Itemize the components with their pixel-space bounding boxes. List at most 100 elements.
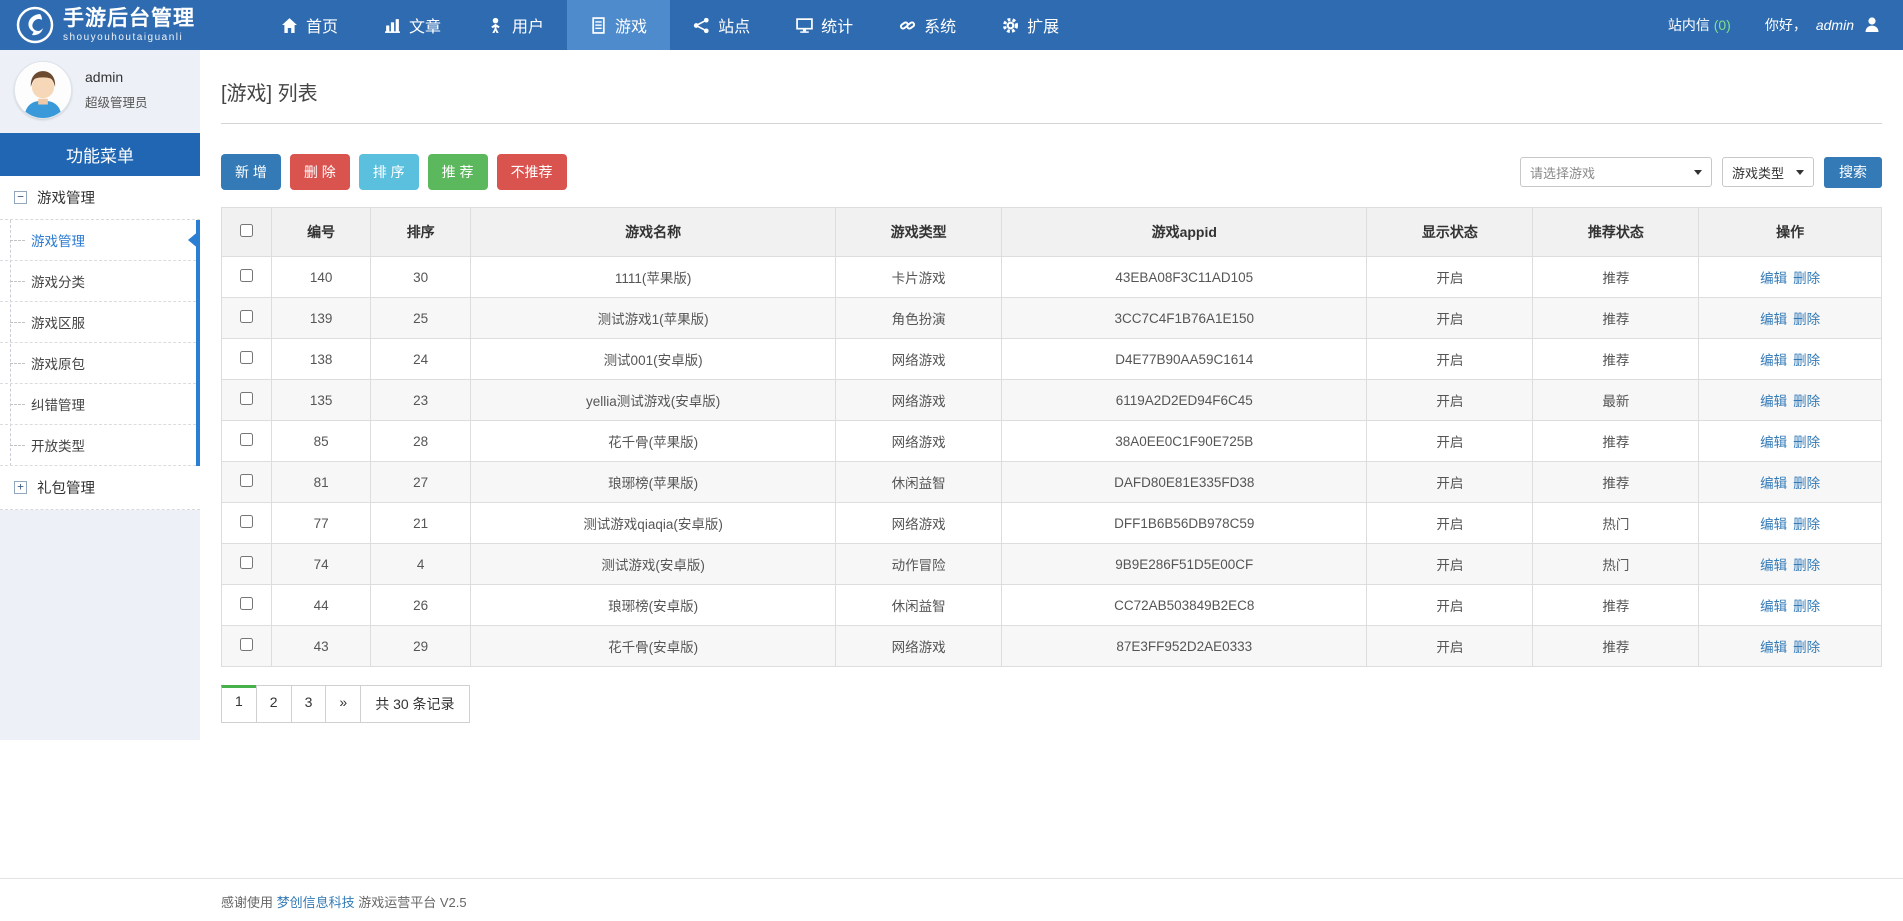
game-type-select[interactable]: 游戏类型 — [1722, 157, 1814, 187]
delete-link[interactable]: 删除 — [1793, 558, 1821, 573]
delete-link[interactable]: 删除 — [1793, 640, 1821, 655]
nav-label: 扩展 — [1027, 19, 1060, 36]
cell-type: 网络游戏 — [835, 502, 1003, 544]
search-button[interactable]: 搜索 — [1824, 156, 1882, 188]
row-checkbox[interactable] — [239, 392, 253, 405]
unrecommend-button[interactable]: 不推荐 — [496, 154, 567, 190]
nav-label: 系统 — [924, 19, 957, 36]
app-logo[interactable]: 手游后台管理 shouyouhoutaiguanli — [0, 0, 230, 50]
row-check-cell — [221, 297, 272, 339]
table-row: 77 21 测试游戏qiaqia(安卓版) 网络游戏 DFF1B6B56DB97… — [221, 502, 1882, 544]
page-next[interactable]: » — [325, 685, 362, 723]
edit-link[interactable]: 编辑 — [1760, 271, 1788, 286]
cell-display-status: 开启 — [1366, 338, 1534, 380]
cell-appid: 38A0EE0C1F90E725B — [1001, 420, 1368, 462]
game-select[interactable]: 请选择游戏 — [1520, 157, 1712, 187]
edit-link[interactable]: 编辑 — [1760, 558, 1788, 573]
sidebar-item-open-types[interactable]: 开放类型 — [0, 425, 196, 466]
delete-link[interactable]: 删除 — [1793, 394, 1821, 409]
edit-link[interactable]: 编辑 — [1760, 517, 1788, 532]
nav-item-extensions[interactable]: 扩展 — [979, 0, 1082, 50]
cell-id: 43 — [270, 625, 372, 667]
page-2[interactable]: 2 — [255, 685, 292, 723]
nav-item-users[interactable]: 用户 — [464, 0, 567, 50]
delete-link[interactable]: 删除 — [1793, 353, 1821, 368]
menu-group-gift-management[interactable]: + 礼包管理 — [0, 466, 200, 510]
nav-item-games[interactable]: 游戏 — [567, 0, 671, 50]
cell-sort: 27 — [370, 461, 471, 503]
logo-title: 手游后台管理 — [63, 6, 195, 30]
footer-company-link[interactable]: 梦创信息科技 — [276, 895, 355, 910]
nav-item-articles[interactable]: 文章 — [361, 0, 464, 50]
cell-sort: 4 — [370, 543, 471, 585]
add-button[interactable]: 新 增 — [221, 154, 281, 190]
row-checkbox[interactable] — [239, 638, 253, 651]
edit-link[interactable]: 编辑 — [1760, 599, 1788, 614]
sidebar-username: admin — [85, 69, 124, 85]
select-all-checkbox[interactable] — [239, 224, 253, 237]
row-checkbox[interactable] — [239, 597, 253, 610]
row-check-cell — [221, 379, 272, 421]
delete-link[interactable]: 删除 — [1793, 599, 1821, 614]
cell-type: 网络游戏 — [835, 420, 1003, 462]
edit-link[interactable]: 编辑 — [1760, 640, 1788, 655]
row-checkbox[interactable] — [239, 433, 253, 446]
delete-link[interactable]: 删除 — [1793, 435, 1821, 450]
nav-item-statistics[interactable]: 统计 — [773, 0, 876, 50]
table-row: 81 27 琅琊榜(苹果版) 休闲益智 DAFD80E81E335FD38 开启… — [221, 461, 1882, 503]
row-checkbox[interactable] — [239, 474, 253, 487]
nav-item-home[interactable]: 首页 — [258, 0, 361, 50]
row-checkbox[interactable] — [239, 351, 253, 364]
sidebar-item-error-management[interactable]: 纠错管理 — [0, 384, 196, 425]
delete-link[interactable]: 删除 — [1793, 271, 1821, 286]
delete-link[interactable]: 删除 — [1793, 476, 1821, 491]
main-content: [游戏] 列表 新 增 删 除 排 序 推 荐 不推荐 请选择游戏 游戏类型 搜… — [200, 50, 1903, 740]
sidebar-item-game-management[interactable]: 游戏管理 — [0, 220, 196, 261]
sidebar-item-game-categories[interactable]: 游戏分类 — [0, 261, 196, 302]
cell-name: 测试001(安卓版) — [469, 338, 837, 380]
cell-recommend-status: 推荐 — [1532, 256, 1700, 298]
cell-type: 网络游戏 — [835, 625, 1003, 667]
sort-button[interactable]: 排 序 — [358, 154, 419, 190]
cell-sort: 21 — [370, 502, 471, 544]
nav-label: 统计 — [821, 19, 854, 36]
nav-item-system[interactable]: 系统 — [876, 0, 979, 50]
edit-link[interactable]: 编辑 — [1760, 312, 1788, 327]
page-3[interactable]: 3 — [290, 685, 327, 723]
sidebar-user-box: admin 超级管理员 — [0, 50, 200, 129]
cell-name: 测试游戏qiaqia(安卓版) — [469, 502, 837, 544]
row-checkbox[interactable] — [239, 515, 253, 528]
sidebar: admin 超级管理员 功能菜单 − 游戏管理 游戏管理 游戏分类 游戏区服 游… — [0, 50, 200, 740]
collapse-icon[interactable]: − — [14, 191, 27, 204]
sidebar-item-game-packages[interactable]: 游戏原包 — [0, 343, 196, 384]
sidebar-item-game-servers[interactable]: 游戏区服 — [0, 302, 196, 343]
user-greeting[interactable]: 你好， admin — [1765, 15, 1881, 35]
edit-link[interactable]: 编辑 — [1760, 394, 1788, 409]
edit-link[interactable]: 编辑 — [1760, 476, 1788, 491]
edit-link[interactable]: 编辑 — [1760, 353, 1788, 368]
row-checkbox[interactable] — [239, 556, 253, 569]
delete-link[interactable]: 删除 — [1793, 517, 1821, 532]
edit-link[interactable]: 编辑 — [1760, 435, 1788, 450]
header-type: 游戏类型 — [835, 207, 1003, 257]
row-checkbox[interactable] — [239, 269, 253, 282]
footer: 感谢使用 梦创信息科技 游戏运营平台 V2.5 — [0, 878, 1903, 921]
cell-actions: 编辑 删除 — [1698, 338, 1882, 380]
page-1[interactable]: 1 — [221, 685, 257, 723]
cell-name: 花千骨(安卓版) — [469, 625, 837, 667]
expand-icon[interactable]: + — [14, 481, 27, 494]
delete-link[interactable]: 删除 — [1793, 312, 1821, 327]
row-check-cell — [221, 461, 272, 503]
site-messages-link[interactable]: 站内信 (0) — [1668, 15, 1731, 35]
nav-item-sites[interactable]: 站点 — [670, 0, 773, 50]
delete-button[interactable]: 删 除 — [289, 154, 350, 190]
cell-appid: 43EBA08F3C11AD105 — [1001, 256, 1368, 298]
cell-type: 动作冒险 — [835, 543, 1003, 585]
toolbar: 新 增 删 除 排 序 推 荐 不推荐 请选择游戏 游戏类型 搜索 — [221, 154, 1882, 190]
cell-id: 74 — [270, 543, 372, 585]
top-navbar: 手游后台管理 shouyouhoutaiguanli 首页 文章 用户 游戏 站… — [0, 0, 1903, 50]
cell-actions: 编辑 删除 — [1698, 420, 1882, 462]
row-checkbox[interactable] — [239, 310, 253, 323]
menu-group-game-management[interactable]: − 游戏管理 — [0, 176, 200, 220]
recommend-button[interactable]: 推 荐 — [427, 154, 488, 190]
